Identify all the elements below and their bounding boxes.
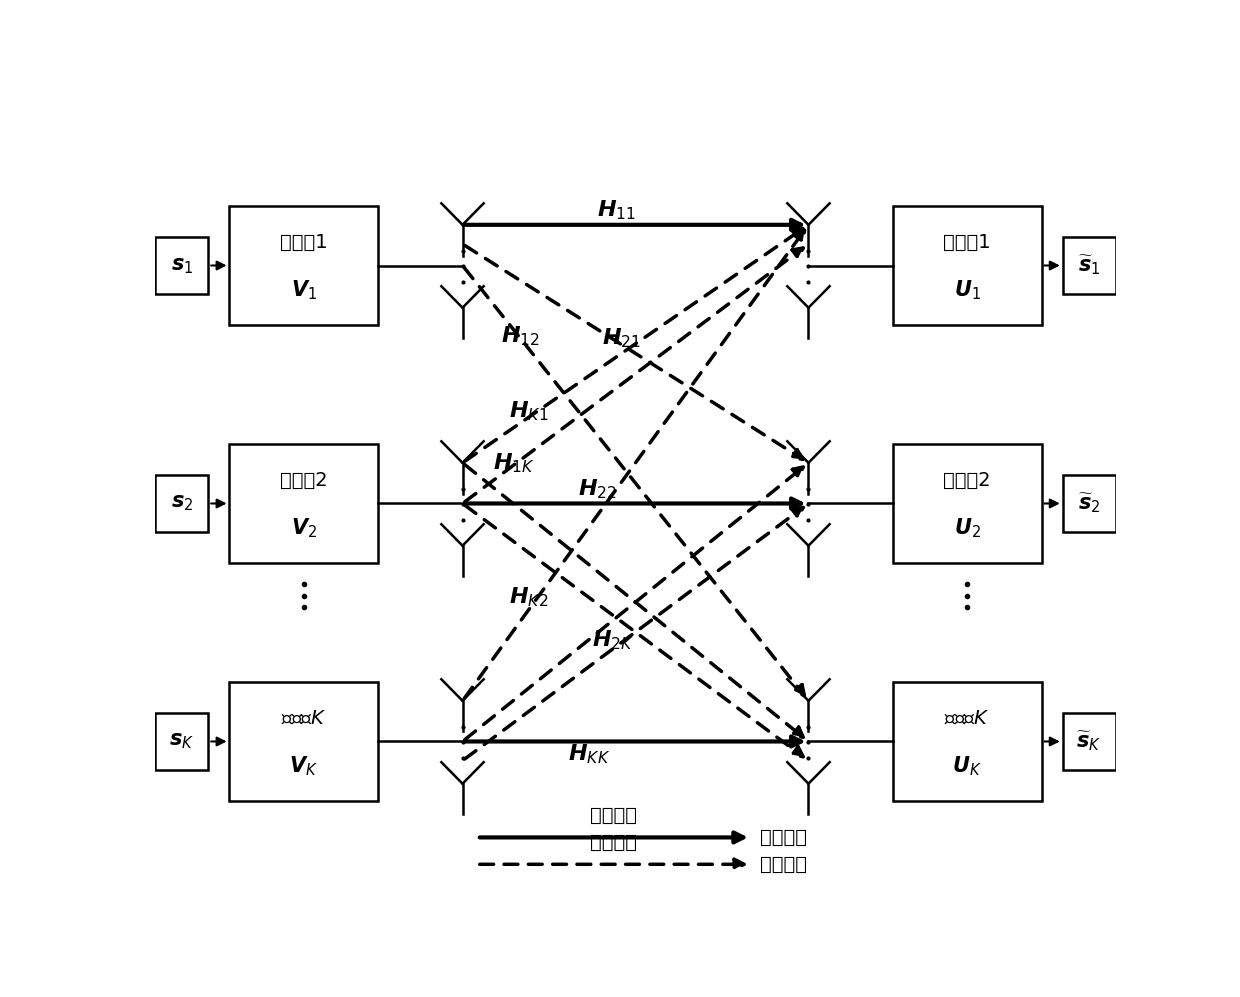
Text: $\boldsymbol{U}_1$: $\boldsymbol{U}_1$ [954,278,981,302]
Text: 发送端2: 发送端2 [280,471,327,490]
Text: $\boldsymbol{H}_{11}$: $\boldsymbol{H}_{11}$ [596,198,636,222]
Text: $\boldsymbol{U}_2$: $\boldsymbol{U}_2$ [954,516,981,539]
Bar [155,713,208,771]
Bar [229,444,378,563]
Text: $\widetilde{\boldsymbol{s}}_K$: $\widetilde{\boldsymbol{s}}_K$ [1076,730,1101,754]
Bar [155,236,208,294]
Text: $\boldsymbol{H}_{12}$: $\boldsymbol{H}_{12}$ [501,324,539,348]
Text: $\boldsymbol{V}_1$: $\boldsymbol{V}_1$ [291,278,317,302]
Bar [1063,236,1116,294]
Text: 干扰链路: 干扰链路 [590,833,637,852]
Bar [1063,475,1116,532]
Text: $\boldsymbol{s}_1$: $\boldsymbol{s}_1$ [171,255,193,275]
Text: $\widetilde{\boldsymbol{s}}_1$: $\widetilde{\boldsymbol{s}}_1$ [1078,253,1100,277]
Bar [893,444,1042,563]
Text: 发送端$K$: 发送端$K$ [281,709,327,728]
Text: $\boldsymbol{H}_{21}$: $\boldsymbol{H}_{21}$ [601,327,641,350]
Text: 通信链路: 通信链路 [760,828,807,846]
Bar [229,682,378,801]
Text: $\boldsymbol{U}_K$: $\boldsymbol{U}_K$ [952,755,982,778]
Bar [893,206,1042,325]
Text: $\boldsymbol{H}_{K1}$: $\boldsymbol{H}_{K1}$ [508,400,548,423]
Bar [1063,713,1116,771]
Text: 干扰链路: 干扰链路 [760,854,807,873]
Text: 接收端2: 接收端2 [944,471,991,490]
Text: 接收端1: 接收端1 [944,233,991,252]
Text: $\boldsymbol{V}_K$: $\boldsymbol{V}_K$ [289,755,319,778]
Bar [893,682,1042,801]
Text: $\boldsymbol{V}_2$: $\boldsymbol{V}_2$ [291,516,317,539]
Text: $\boldsymbol{H}_{2K}$: $\boldsymbol{H}_{2K}$ [593,628,634,652]
Text: $\widetilde{\boldsymbol{s}}_2$: $\widetilde{\boldsymbol{s}}_2$ [1078,492,1100,515]
Text: 发送端1: 发送端1 [280,233,327,252]
Text: 接收端$K$: 接收端$K$ [944,709,990,728]
Text: $\boldsymbol{H}_{1K}$: $\boldsymbol{H}_{1K}$ [494,451,536,475]
Text: $\boldsymbol{s}_2$: $\boldsymbol{s}_2$ [171,494,193,513]
Bar [229,206,378,325]
Text: $\boldsymbol{H}_{KK}$: $\boldsymbol{H}_{KK}$ [568,743,610,767]
Text: 通信链路: 通信链路 [590,807,637,826]
Bar [155,475,208,532]
Text: $\boldsymbol{s}_K$: $\boldsymbol{s}_K$ [170,732,195,752]
Text: $\boldsymbol{H}_{22}$: $\boldsymbol{H}_{22}$ [578,478,616,501]
Text: $\boldsymbol{H}_{K2}$: $\boldsymbol{H}_{K2}$ [508,585,548,609]
